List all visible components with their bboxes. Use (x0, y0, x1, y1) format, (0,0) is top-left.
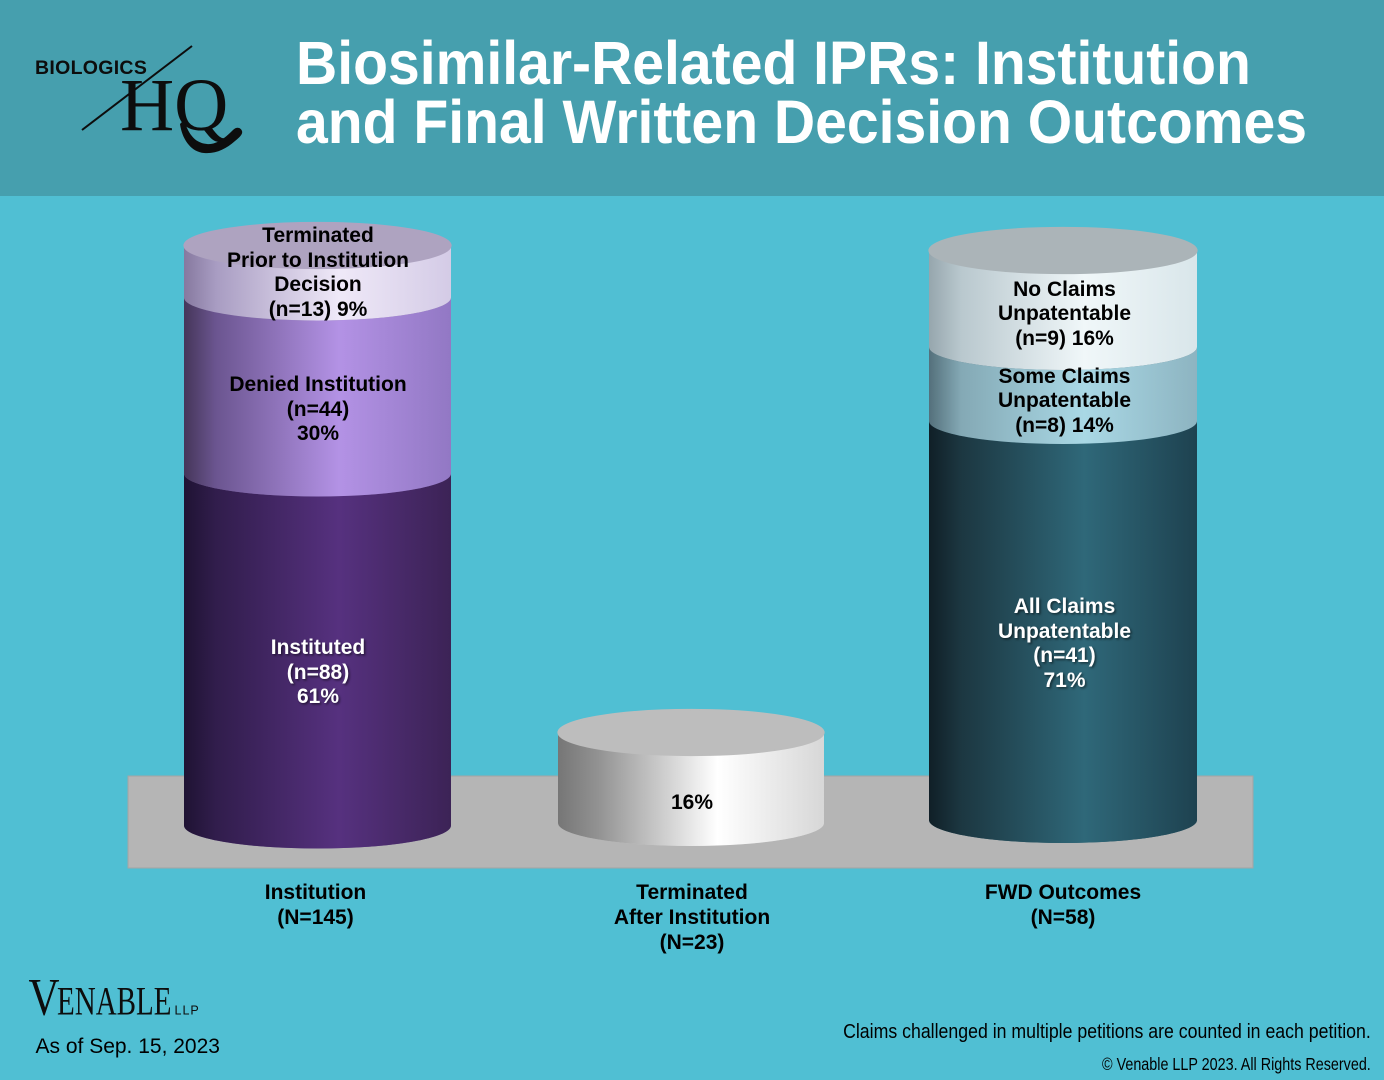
svg-text:LLP: LLP (175, 1003, 200, 1017)
svg-text:V: V (29, 969, 60, 1027)
svg-text:ENABLE: ENABLE (57, 979, 172, 1024)
svg-text:HQ: HQ (120, 64, 228, 147)
svg-text:BIOLOGICS: BIOLOGICS (35, 57, 147, 79)
